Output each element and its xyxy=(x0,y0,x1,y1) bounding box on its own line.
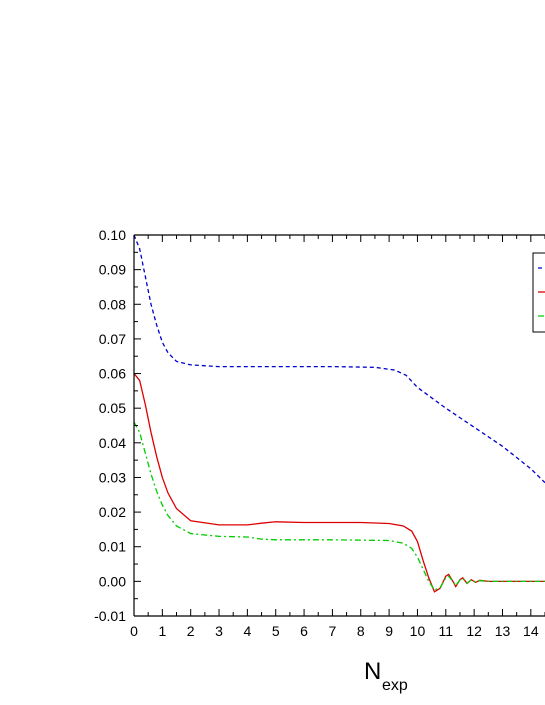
y-tick-label: 0.07 xyxy=(99,331,126,347)
x-tick-label: 13 xyxy=(495,623,511,639)
y-tick-label: 0.02 xyxy=(99,504,126,520)
x-tick-label: 10 xyxy=(410,623,426,639)
x-tick-label: 6 xyxy=(300,623,308,639)
x-axis-title-main: N xyxy=(364,658,381,685)
y-tick-label: 0.03 xyxy=(99,469,126,485)
x-tick-label: 7 xyxy=(329,623,337,639)
series-line-3 xyxy=(134,421,545,591)
y-tick-label: 0.08 xyxy=(99,296,126,312)
axes: 0 1 2 3 4 5 6 7 8 9 10 11 12 13 14-0.010.000.010.020.0… xyxy=(94,227,545,639)
x-axis-title-subscript: exp xyxy=(382,677,408,694)
legend xyxy=(532,252,545,333)
series-layer xyxy=(134,234,545,593)
x-tick-label: 5 xyxy=(272,623,280,639)
x-tick-label: 14 xyxy=(523,623,539,639)
x-tick-label: 4 xyxy=(243,623,251,639)
y-tick-label: 0.04 xyxy=(99,435,126,451)
y-tick-label: -0.01 xyxy=(94,608,126,624)
y-tick-label: 0.06 xyxy=(99,366,126,382)
x-axis-title: N exp xyxy=(364,658,408,694)
y-tick-label: 0.10 xyxy=(99,227,126,243)
y-tick-label: 0.05 xyxy=(99,400,126,416)
x-tick-label: 11 xyxy=(439,623,454,639)
x-tick-label: 8 xyxy=(357,623,365,639)
x-tick-label: 12 xyxy=(466,623,482,639)
x-tick-label: 1 xyxy=(158,623,166,639)
x-tick-label: 2 xyxy=(187,623,195,639)
x-tick-label: 9 xyxy=(385,623,393,639)
x-tick-label: 0 xyxy=(130,623,138,639)
y-tick-label: 0.00 xyxy=(99,573,126,589)
x-tick-label: 3 xyxy=(215,623,223,639)
series-line-2 xyxy=(134,373,545,593)
y-tick-label: 0.01 xyxy=(99,539,126,555)
y-tick-label: 0.09 xyxy=(99,262,126,278)
series-line-1 xyxy=(134,234,545,484)
